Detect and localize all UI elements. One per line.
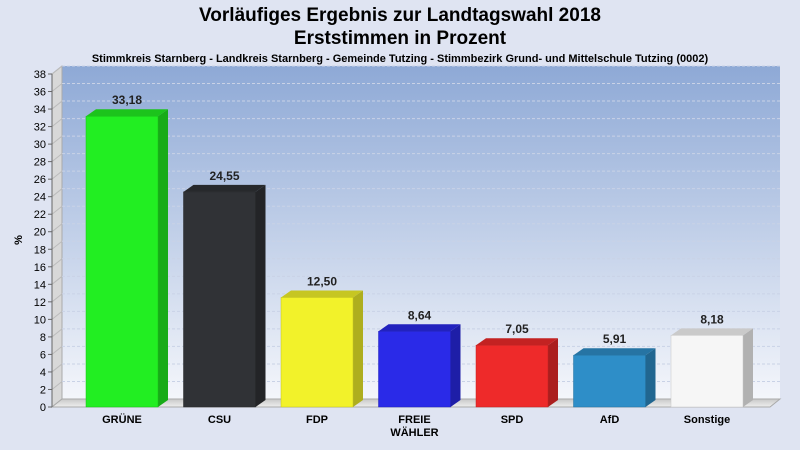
gridline-side: [51, 170, 63, 180]
y-tick-label: 14: [34, 279, 46, 291]
gridline-side: [51, 100, 63, 110]
bar-front: [85, 115, 159, 408]
bar-side: [158, 109, 168, 408]
bar-value-label: 8,18: [700, 312, 724, 326]
bar-side: [548, 338, 558, 407]
bar-top: [476, 338, 558, 346]
y-tick-label: 18: [34, 244, 46, 256]
gridline-side: [51, 275, 63, 285]
y-tick-label: 26: [34, 174, 46, 186]
gridline-side: [51, 83, 63, 92]
bar-side: [450, 324, 461, 407]
bar-afd: [573, 348, 656, 408]
gridline-side: [51, 310, 63, 320]
gridline-side: [51, 381, 63, 390]
y-tick-label: 4: [40, 367, 46, 379]
bar-top: [573, 348, 656, 356]
gridline-side: [51, 346, 63, 355]
bar-side: [743, 328, 753, 407]
bar-front: [573, 354, 646, 408]
bar-spd: [475, 338, 558, 408]
chart-subtitle: Stimmkreis Starnberg - Landkreis Starnbe…: [91, 53, 709, 65]
gridline-side: [51, 188, 63, 198]
bar-front: [378, 331, 451, 408]
gridline-side: [51, 135, 63, 145]
bar-grüne: [85, 109, 168, 408]
chart-title-line2: Erststimmen in Prozent: [293, 28, 507, 49]
bar-front: [670, 335, 744, 408]
x-tick-label: GRÜNE: [102, 413, 142, 426]
x-tick-label: CSU: [208, 414, 231, 426]
y-tick-label: 10: [34, 314, 46, 326]
gridline-side: [51, 293, 63, 303]
bar-top: [86, 109, 168, 117]
y-axis-label: %: [13, 235, 25, 245]
y-tick-label: 6: [40, 349, 46, 361]
bar-csu: [183, 184, 266, 408]
y-tick-label: 8: [40, 332, 46, 344]
x-tick-label: Sonstige: [684, 414, 730, 426]
plot-side-wall: [51, 64, 63, 409]
bar-sonstige: [670, 328, 753, 408]
gridline-side: [51, 118, 63, 127]
y-tick-label: 20: [34, 227, 46, 239]
gridline-side: [51, 240, 63, 250]
gridline-side: [51, 205, 63, 215]
gridline-side: [51, 328, 63, 338]
bar-value-label: 5,91: [603, 332, 627, 346]
bar-value-label: 7,05: [505, 322, 529, 336]
gridline-side: [51, 223, 63, 233]
bar-top: [281, 290, 363, 298]
y-tick-label: 16: [34, 262, 46, 274]
bar-side: [645, 348, 656, 407]
bar-front: [280, 297, 354, 408]
bar-top: [378, 324, 461, 332]
chart-title-line1: Vorläufiges Ergebnis zur Landtagswahl 20…: [199, 5, 601, 26]
y-tick-label: 0: [40, 402, 46, 414]
bar-freie-wähler: [378, 324, 461, 408]
chart-title: Vorläufiges Ergebnis zur Landtagswahl 20…: [0, 4, 800, 50]
bar-front: [183, 191, 256, 408]
bar-front: [475, 344, 549, 408]
bar-value-label: 8,64: [408, 308, 432, 322]
y-tick-label: 34: [34, 104, 46, 116]
y-tick-label: 24: [34, 192, 46, 204]
y-tick-label: 38: [34, 69, 46, 81]
x-tick-label: WÄHLER: [390, 426, 438, 439]
bar-value-label: 24,55: [209, 169, 239, 183]
bar-fdp: [280, 290, 363, 408]
x-tick-label: SPD: [501, 414, 524, 426]
y-tick-label: 36: [34, 87, 46, 99]
y-tick-label: 30: [34, 139, 46, 151]
y-tick-label: 28: [34, 157, 46, 169]
y-tick-label: 32: [34, 122, 46, 134]
bar-side: [353, 290, 363, 407]
x-tick-label: FREIE: [398, 414, 430, 426]
gridline-side: [51, 258, 63, 268]
x-tick-label: AfD: [600, 414, 620, 426]
bar-top: [183, 184, 266, 192]
y-tick-label: 2: [40, 384, 46, 396]
bar-value-label: 12,50: [307, 274, 337, 288]
gridline-side: [51, 153, 63, 163]
y-tick-label: 12: [34, 297, 46, 309]
bar-side: [255, 184, 266, 407]
x-tick-label: FDP: [306, 414, 328, 426]
y-tick-label: 22: [34, 209, 46, 221]
bar-value-label: 33,18: [112, 93, 142, 107]
bar-top: [671, 328, 753, 336]
gridline-side: [51, 65, 63, 75]
gridline-side: [51, 363, 63, 373]
